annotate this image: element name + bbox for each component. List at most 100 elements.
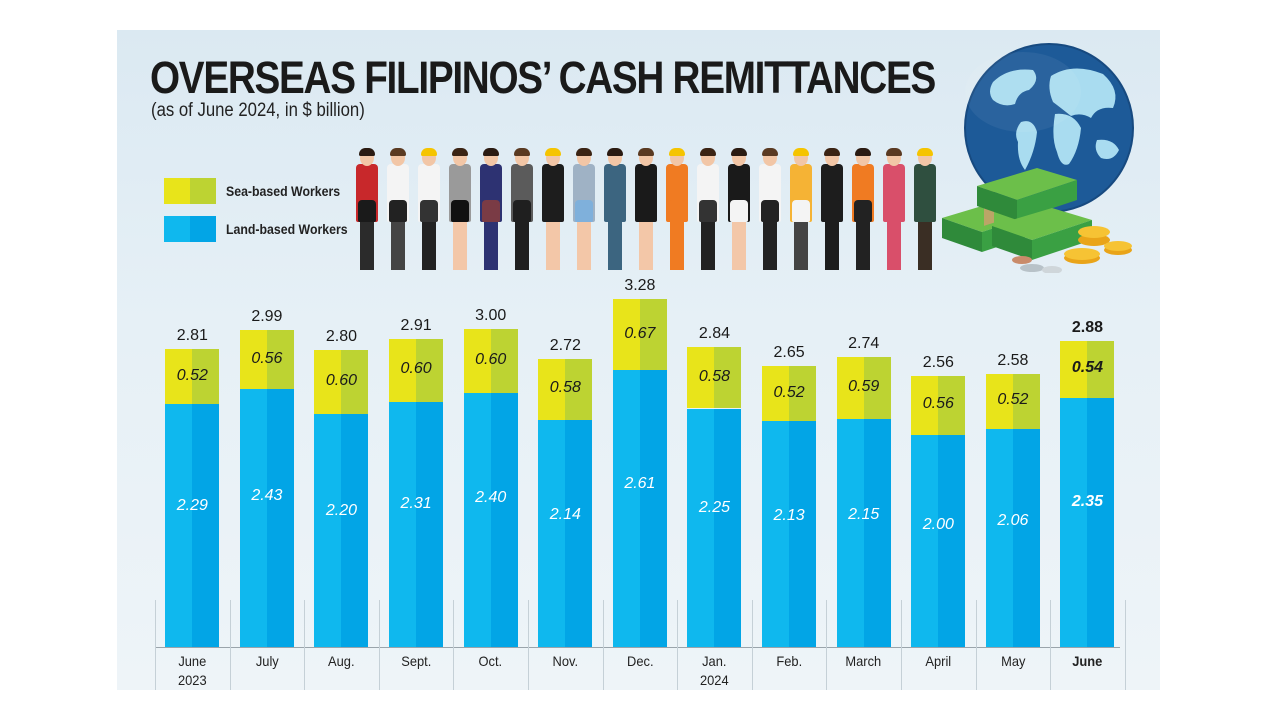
sea-value-label: 0.54 bbox=[1071, 359, 1104, 377]
sea-value-label: 0.60 bbox=[325, 372, 358, 389]
land-value-label: 2.14 bbox=[549, 506, 581, 524]
column-divider bbox=[155, 600, 156, 690]
bar-sea-based bbox=[389, 338, 444, 403]
money-stack-icon bbox=[922, 148, 1142, 274]
globe-icon bbox=[963, 42, 1135, 214]
total-value-label: 2.65 bbox=[773, 344, 805, 362]
x-axis-label-line: June bbox=[178, 653, 207, 669]
sea-value-label: 0.52 bbox=[997, 391, 1029, 409]
sea-value-label: 0.52 bbox=[773, 383, 805, 401]
column-divider bbox=[453, 600, 455, 690]
x-axis-label: Aug. bbox=[307, 652, 376, 671]
x-axis-label: Dec. bbox=[606, 652, 675, 671]
bar-sea-based bbox=[1060, 340, 1115, 398]
land-swatch-icon bbox=[164, 216, 216, 242]
x-axis-label: Jan. 2024 bbox=[680, 652, 749, 690]
x-axis-label-line: March bbox=[845, 653, 882, 669]
bar-column: 2.00 0.56 2.56 April bbox=[901, 270, 977, 690]
worker-figure-icon bbox=[540, 140, 566, 270]
legend-item-sea: Sea-based Workers bbox=[164, 178, 364, 204]
legend: Sea-based Workers Land-based Workers bbox=[164, 178, 364, 254]
bar-land-based bbox=[165, 404, 220, 647]
worker-figure-icon bbox=[664, 140, 690, 270]
bar-land-based bbox=[538, 420, 593, 647]
worker-figure-icon bbox=[633, 140, 659, 270]
bar-column: 2.43 0.56 2.99 July bbox=[230, 270, 306, 690]
bar-sea-based bbox=[687, 347, 742, 409]
land-value-label: 2.61 bbox=[624, 475, 656, 493]
worker-figure-icon bbox=[788, 140, 814, 270]
bar-land-based bbox=[612, 370, 667, 647]
worker-figure-icon bbox=[726, 140, 752, 270]
x-axis-label-line: July bbox=[255, 653, 279, 669]
bar-land-based bbox=[836, 419, 891, 647]
sea-swatch-icon bbox=[164, 178, 216, 204]
bar-column: 2.40 0.60 3.00 Oct. bbox=[453, 270, 529, 690]
total-value-label: 2.91 bbox=[400, 316, 432, 334]
column-divider bbox=[826, 600, 828, 690]
worker-figure-icon bbox=[602, 140, 628, 270]
sea-value-label: 0.58 bbox=[549, 379, 581, 397]
bar-sea-based bbox=[612, 299, 667, 371]
bar-sea-based bbox=[836, 356, 891, 420]
land-value-label: 2.20 bbox=[325, 502, 358, 520]
chart-title: OVERSEAS FILIPINOS’ CASH REMITTANCES bbox=[150, 52, 936, 103]
land-value-label: 2.31 bbox=[400, 495, 432, 513]
worker-figure-icon bbox=[912, 140, 938, 270]
worker-figure-icon bbox=[757, 140, 783, 270]
worker-figure-icon bbox=[881, 140, 907, 270]
x-axis-label-line: Jan. bbox=[702, 653, 727, 669]
bar-sea-based bbox=[538, 358, 593, 421]
x-axis-label: Nov. bbox=[531, 652, 600, 671]
x-axis-label-line: April bbox=[925, 653, 952, 669]
bar-column: 2.31 0.60 2.91 Sept. bbox=[379, 270, 455, 690]
bar-sea-based bbox=[165, 349, 220, 405]
x-axis-label-line: Sept. bbox=[401, 653, 432, 669]
x-axis-label-line: Aug. bbox=[328, 653, 355, 669]
worker-figure-icon bbox=[850, 140, 876, 270]
total-value-label: 2.72 bbox=[549, 336, 581, 354]
worker-figure-icon bbox=[416, 140, 442, 270]
bar-land-based bbox=[389, 402, 444, 647]
column-divider bbox=[602, 600, 604, 690]
column-divider bbox=[378, 600, 380, 690]
sea-value-label: 0.60 bbox=[475, 350, 507, 368]
bar-column: 2.06 0.52 2.58 May bbox=[976, 270, 1052, 690]
worker-figure-icon bbox=[478, 140, 504, 270]
workers-group-icon bbox=[354, 125, 974, 270]
column-divider bbox=[1050, 600, 1052, 690]
column-divider bbox=[751, 600, 753, 690]
worker-figure-icon bbox=[819, 140, 845, 270]
x-axis-label-line: May bbox=[1000, 653, 1026, 669]
x-axis-label: June bbox=[1053, 652, 1122, 671]
worker-figure-icon bbox=[385, 140, 411, 270]
sea-value-label: 0.59 bbox=[848, 377, 880, 395]
column-divider bbox=[900, 600, 902, 690]
bar-land-based bbox=[687, 408, 742, 647]
land-value-label: 2.40 bbox=[475, 489, 507, 507]
land-value-label: 2.43 bbox=[251, 487, 283, 505]
bar-column: 2.15 0.59 2.74 March bbox=[826, 270, 902, 690]
x-axis-label-line: 2024 bbox=[700, 672, 729, 688]
legend-item-land: Land-based Workers bbox=[164, 216, 364, 242]
bar-column: 2.20 0.60 2.80 Aug. bbox=[304, 270, 380, 690]
sea-value-label: 0.56 bbox=[251, 349, 283, 367]
x-axis-label-line: June bbox=[1072, 653, 1103, 669]
bar-land-based bbox=[314, 413, 369, 647]
x-axis-label-line: Feb. bbox=[776, 653, 802, 669]
bar-land-based bbox=[911, 435, 966, 647]
x-axis-label: March bbox=[829, 652, 898, 671]
worker-figure-icon bbox=[447, 140, 473, 270]
x-axis-line bbox=[155, 647, 1120, 648]
worker-figure-icon bbox=[509, 140, 535, 270]
stacked-bar-chart: 2.29 0.52 2.81 June 2023 2.43 0.56 2.99 July 2.20… bbox=[155, 270, 1126, 690]
land-value-label: 2.29 bbox=[176, 496, 208, 514]
total-value-label: 2.56 bbox=[922, 353, 954, 371]
legend-label-sea: Sea-based Workers bbox=[226, 183, 341, 199]
x-axis-label: July bbox=[233, 652, 302, 671]
column-divider bbox=[1124, 600, 1126, 690]
column-divider bbox=[304, 600, 306, 690]
bar-land-based bbox=[463, 392, 518, 647]
total-value-label: 3.28 bbox=[624, 277, 656, 295]
sea-value-label: 0.60 bbox=[400, 360, 432, 378]
